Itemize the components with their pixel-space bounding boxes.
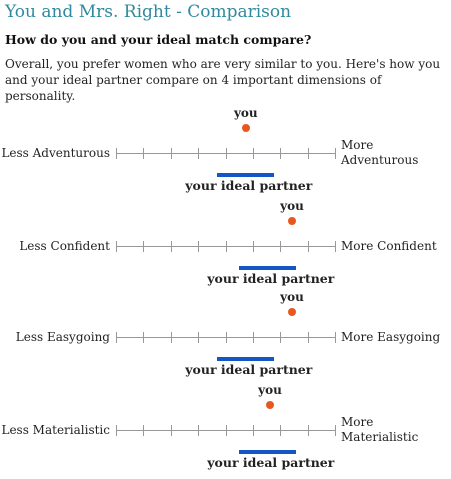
left-label-adventurous: Less Adventurous xyxy=(1,146,110,160)
intro-text: Overall, you prefer women who are very s… xyxy=(5,57,441,103)
scale-tick xyxy=(198,332,199,343)
left-label-easygoing: Less Easygoing xyxy=(15,330,110,344)
partner-label-easygoing: your ideal partner xyxy=(185,362,313,377)
partner-range-confident xyxy=(239,266,297,270)
partner-label-materialistic: your ideal partner xyxy=(207,455,335,470)
scale-tick xyxy=(116,241,117,252)
scale-tick xyxy=(143,241,144,252)
right-label-easygoing: More Easygoing xyxy=(341,330,441,344)
scale-tick xyxy=(280,332,281,343)
partner-range-easygoing xyxy=(217,357,275,361)
scale-tick xyxy=(226,148,227,159)
scale-tick xyxy=(198,425,199,436)
scale-adventurous xyxy=(116,146,336,160)
scale-tick xyxy=(335,425,336,436)
scale-tick xyxy=(171,148,172,159)
scale-tick xyxy=(116,332,117,343)
scale-easygoing xyxy=(116,330,336,344)
scale-tick xyxy=(308,241,309,252)
scale-tick xyxy=(226,241,227,252)
dimension-row: you Less Confident More Confident your idea… xyxy=(0,199,451,289)
page-title: You and Mrs. Right - Comparison xyxy=(5,2,292,22)
scale-tick xyxy=(253,241,254,252)
right-label-confident: More Confident xyxy=(341,239,437,253)
scale-confident xyxy=(116,239,336,253)
scale-tick xyxy=(253,148,254,159)
scale-tick xyxy=(280,425,281,436)
partner-label-confident: your ideal partner xyxy=(207,271,335,286)
you-label-confident: you xyxy=(280,199,304,213)
page-subtitle: How do you and your ideal match compare? xyxy=(5,32,312,47)
scale-tick xyxy=(253,425,254,436)
dimension-row: you Less Easygoing More Easygoing your idea… xyxy=(0,290,451,380)
partner-range-materialistic xyxy=(239,450,297,454)
scale-tick xyxy=(171,241,172,252)
scale-materialistic xyxy=(116,423,336,437)
partner-label-adventurous: your ideal partner xyxy=(185,178,313,193)
scale-tick xyxy=(335,148,336,159)
you-marker-confident xyxy=(288,217,296,225)
scale-tick xyxy=(335,332,336,343)
right-label-materialistic: More Materialistic xyxy=(341,415,419,444)
scale-tick xyxy=(143,332,144,343)
you-marker-adventurous xyxy=(241,124,250,132)
scale-tick xyxy=(198,241,199,252)
you-label-materialistic: you xyxy=(258,383,282,397)
scale-tick xyxy=(198,148,199,159)
you-label-easygoing: you xyxy=(280,290,304,304)
scale-tick xyxy=(171,332,172,343)
dimension-row: you Less Adventurous More Adventurous your … xyxy=(0,106,451,196)
scale-tick xyxy=(335,241,336,252)
you-marker-materialistic xyxy=(266,401,274,409)
scale-tick xyxy=(226,332,227,343)
left-label-confident: Less Confident xyxy=(19,239,110,253)
scale-tick xyxy=(171,425,172,436)
you-label-adventurous: you xyxy=(233,106,258,120)
left-label-materialistic: Less Materialistic xyxy=(1,423,110,437)
right-label-adventurous: More Adventurous xyxy=(341,138,419,167)
scale-tick xyxy=(116,148,117,159)
scale-tick xyxy=(308,425,309,436)
scale-tick xyxy=(226,425,227,436)
scale-tick xyxy=(116,425,117,436)
partner-range-adventurous xyxy=(217,173,275,177)
scale-tick xyxy=(308,148,309,159)
scale-tick xyxy=(143,148,144,159)
scale-tick xyxy=(280,241,281,252)
you-marker-easygoing xyxy=(288,308,296,316)
scale-tick xyxy=(143,425,144,436)
scale-tick xyxy=(308,332,309,343)
scale-tick xyxy=(253,332,254,343)
scale-tick xyxy=(280,148,281,159)
dimension-row: you Less Materialistic More Materialistic y… xyxy=(0,383,451,473)
